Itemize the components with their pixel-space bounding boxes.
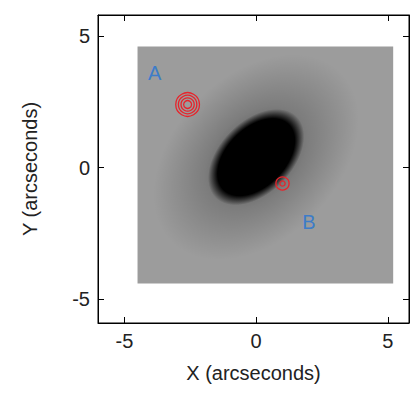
svg-text:-5: -5 — [72, 288, 90, 310]
svg-text:X (arcseconds): X (arcseconds) — [186, 362, 321, 384]
svg-text:A: A — [148, 62, 162, 84]
svg-text:5: 5 — [382, 330, 393, 352]
svg-text:B: B — [302, 211, 315, 233]
svg-text:0: 0 — [251, 330, 262, 352]
svg-text:-5: -5 — [115, 330, 133, 352]
svg-text:Y (arcseconds): Y (arcseconds) — [19, 102, 41, 236]
svg-text:5: 5 — [79, 25, 90, 47]
svg-text:0: 0 — [79, 157, 90, 179]
